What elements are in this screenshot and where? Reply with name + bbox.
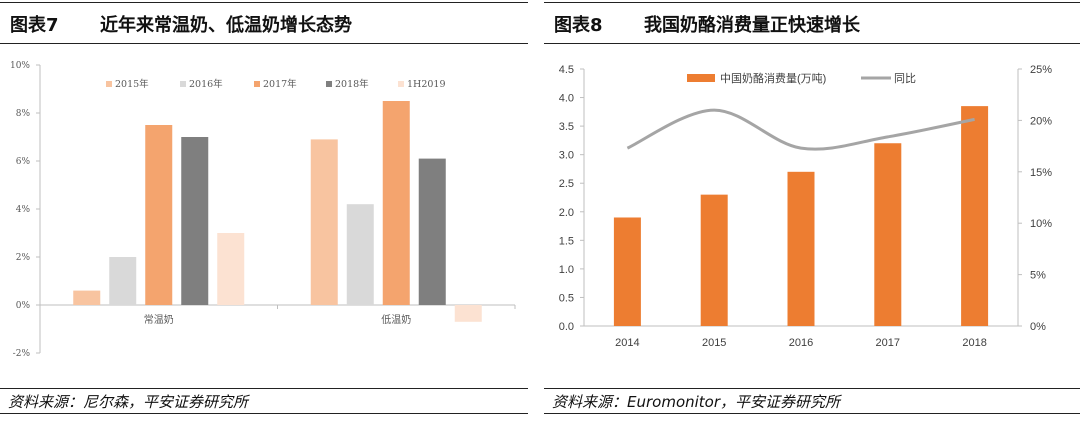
y-tick-label: 6% [16,157,31,167]
left-source-note: 资料来源：尼尔森，平安证券研究所 [0,388,528,414]
legend-swatch [398,81,404,87]
right-source-note: 资料来源：Euromonitor，平安证券研究所 [544,388,1080,414]
y-tick-label: 10% [10,61,30,71]
right-figure-label: 图表8 [554,15,603,36]
y-tick-label: 4% [16,205,31,215]
y-tick-label: 4.5 [559,64,574,76]
bar [787,171,815,326]
left-figure-title: 近年来常温奶、低温奶增长态势 [100,15,352,36]
legend-swatch [687,74,715,82]
category-label: 低温奶 [381,313,411,326]
bar [310,139,338,305]
bar [109,257,137,305]
bar [961,106,989,326]
y-tick-label: 3.5 [559,121,574,133]
y2-tick-label: 25% [1030,64,1052,76]
y-tick-label: 1.5 [559,235,574,247]
bar [145,125,173,305]
x-tick-label: 2017 [876,337,900,349]
y2-tick-label: 0% [1030,321,1046,333]
y-tick-label: 0.5 [559,292,574,304]
y2-tick-label: 20% [1030,115,1052,127]
bar [217,233,245,305]
bar [346,204,374,305]
y-tick-label: 2% [16,253,31,263]
x-tick-label: 2018 [962,337,986,349]
y-tick-label: 0.0 [559,321,574,333]
bar [73,290,101,305]
legend-label: 中国奶酪消费量(万吨) [720,71,826,85]
bar [454,305,482,322]
y-tick-label: -2% [13,349,31,359]
series-line-yoy [626,108,975,151]
y-tick-label: 2.0 [559,207,574,219]
bar [181,137,209,305]
x-tick-label: 2015 [702,337,726,349]
y-tick-label: 4.0 [559,93,574,105]
legend-swatch [180,81,186,87]
bar [874,143,902,326]
x-tick-label: 2016 [789,337,813,349]
left-figure: 图表7 近年来常温奶、低温奶增长态势 -2% 0% 2% 4% 6% 8% 10% 常温奶 低温… [0,0,528,422]
y-tick-label: 1.0 [559,264,574,276]
bar [418,158,446,305]
y-tick-label: 8% [16,109,31,119]
y-tick-label: 2.5 [559,178,574,190]
y2-tick-label: 15% [1030,167,1052,179]
right-header: 图表8 我国奶酪消费量正快速增长 [544,2,1080,44]
y-tick-label: 3.0 [559,150,574,162]
right-figure: 图表8 我国奶酪消费量正快速增长 0.0 0.5 1.0 1.5 2.0 2.5 3.0 3.… [544,0,1080,422]
y2-tick-label: 10% [1030,218,1052,230]
left-header: 图表7 近年来常温奶、低温奶增长态势 [0,2,528,44]
y-tick-label: 0% [16,301,31,311]
legend-swatch [106,81,112,87]
legend-label: 1H2019 [407,79,446,90]
bar [382,101,410,305]
bar [613,217,641,326]
bar [700,194,728,326]
legend-swatch [326,81,332,87]
left-figure-label: 图表7 [10,15,59,36]
legend-label: 2018年 [335,78,369,90]
y2-tick-label: 5% [1030,270,1046,282]
right-figure-title: 我国奶酪消费量正快速增长 [644,15,860,36]
legend-label: 同比 [894,72,916,85]
legend-swatch [254,81,260,87]
left-bar-chart: -2% 0% 2% 4% 6% 8% 10% 常温奶 低温奶 2015年 2016年 2017年 201… [10,61,516,359]
legend-label: 2017年 [263,78,297,90]
category-label: 常温奶 [144,313,174,326]
legend-label: 2016年 [189,78,223,90]
x-tick-label: 2014 [615,337,639,349]
right-combo-chart: 0.0 0.5 1.0 1.5 2.0 2.5 3.0 3.5 4.0 4.5 0% 5% 10% 15%… [559,64,1053,349]
legend-label: 2015年 [115,78,149,90]
